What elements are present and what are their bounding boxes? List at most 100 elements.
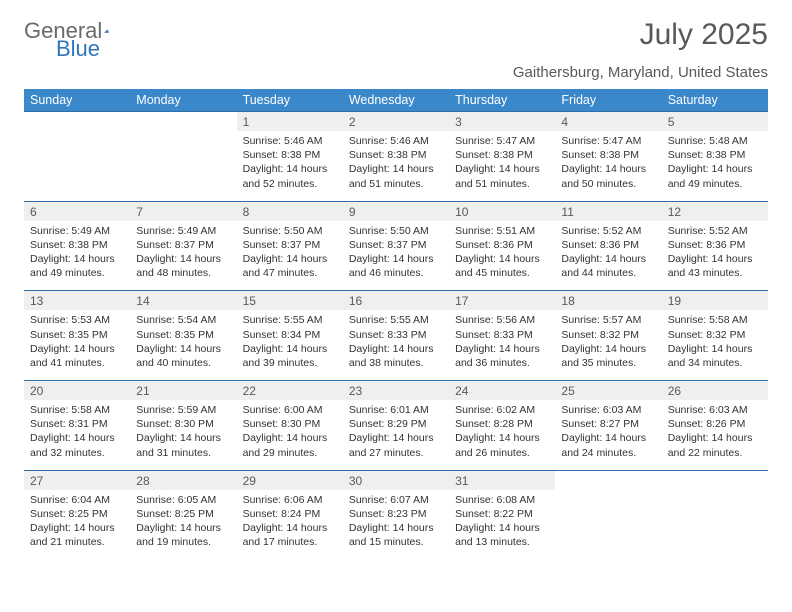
daylight-line: Daylight: 14 hours and 26 minutes. bbox=[455, 431, 549, 459]
sunrise-line: Sunrise: 6:08 AM bbox=[455, 493, 549, 507]
sunrise-line: Sunrise: 5:55 AM bbox=[243, 313, 337, 327]
day-content-cell: Sunrise: 5:53 AMSunset: 8:35 PMDaylight:… bbox=[24, 310, 130, 380]
day-number-cell: 27 bbox=[24, 470, 130, 490]
daylight-line: Daylight: 14 hours and 40 minutes. bbox=[136, 342, 230, 370]
day-number-cell: 9 bbox=[343, 201, 449, 221]
day-content-cell bbox=[555, 490, 661, 560]
daylight-line: Daylight: 14 hours and 31 minutes. bbox=[136, 431, 230, 459]
day-content-cell: Sunrise: 6:02 AMSunset: 8:28 PMDaylight:… bbox=[449, 400, 555, 470]
day-number-cell: 20 bbox=[24, 381, 130, 401]
day-content-row: Sunrise: 5:58 AMSunset: 8:31 PMDaylight:… bbox=[24, 400, 768, 470]
day-content-cell: Sunrise: 6:06 AMSunset: 8:24 PMDaylight:… bbox=[237, 490, 343, 560]
sunset-line: Sunset: 8:38 PM bbox=[455, 148, 549, 162]
sunset-line: Sunset: 8:33 PM bbox=[349, 328, 443, 342]
sunrise-line: Sunrise: 5:47 AM bbox=[455, 134, 549, 148]
day-number-cell: 26 bbox=[662, 381, 768, 401]
sunrise-line: Sunrise: 5:46 AM bbox=[349, 134, 443, 148]
sunrise-line: Sunrise: 6:07 AM bbox=[349, 493, 443, 507]
sunset-line: Sunset: 8:29 PM bbox=[349, 417, 443, 431]
sunset-line: Sunset: 8:36 PM bbox=[455, 238, 549, 252]
daylight-line: Daylight: 14 hours and 22 minutes. bbox=[668, 431, 762, 459]
sunset-line: Sunset: 8:38 PM bbox=[349, 148, 443, 162]
day-number-cell: 18 bbox=[555, 291, 661, 311]
day-header-cell: Thursday bbox=[449, 89, 555, 112]
day-content-cell: Sunrise: 5:51 AMSunset: 8:36 PMDaylight:… bbox=[449, 221, 555, 291]
day-content-cell bbox=[130, 131, 236, 201]
day-number-cell: 7 bbox=[130, 201, 236, 221]
daylight-line: Daylight: 14 hours and 45 minutes. bbox=[455, 252, 549, 280]
sunset-line: Sunset: 8:26 PM bbox=[668, 417, 762, 431]
day-number-cell: 17 bbox=[449, 291, 555, 311]
day-number-cell: 25 bbox=[555, 381, 661, 401]
sunset-line: Sunset: 8:30 PM bbox=[136, 417, 230, 431]
day-number-cell: 2 bbox=[343, 112, 449, 132]
sunset-line: Sunset: 8:33 PM bbox=[455, 328, 549, 342]
sunrise-line: Sunrise: 6:05 AM bbox=[136, 493, 230, 507]
day-content-cell: Sunrise: 5:48 AMSunset: 8:38 PMDaylight:… bbox=[662, 131, 768, 201]
daylight-line: Daylight: 14 hours and 15 minutes. bbox=[349, 521, 443, 549]
sunset-line: Sunset: 8:27 PM bbox=[561, 417, 655, 431]
daylight-line: Daylight: 14 hours and 51 minutes. bbox=[349, 162, 443, 190]
daylight-line: Daylight: 14 hours and 19 minutes. bbox=[136, 521, 230, 549]
sunset-line: Sunset: 8:38 PM bbox=[30, 238, 124, 252]
daylight-line: Daylight: 14 hours and 21 minutes. bbox=[30, 521, 124, 549]
sunrise-line: Sunrise: 5:49 AM bbox=[136, 224, 230, 238]
daylight-line: Daylight: 14 hours and 46 minutes. bbox=[349, 252, 443, 280]
sunrise-line: Sunrise: 5:55 AM bbox=[349, 313, 443, 327]
day-content-cell bbox=[24, 131, 130, 201]
day-content-cell: Sunrise: 5:46 AMSunset: 8:38 PMDaylight:… bbox=[343, 131, 449, 201]
sunrise-line: Sunrise: 6:06 AM bbox=[243, 493, 337, 507]
sunset-line: Sunset: 8:24 PM bbox=[243, 507, 337, 521]
sunset-line: Sunset: 8:35 PM bbox=[30, 328, 124, 342]
sunrise-line: Sunrise: 5:49 AM bbox=[30, 224, 124, 238]
day-number-row: 12345 bbox=[24, 112, 768, 132]
sunset-line: Sunset: 8:32 PM bbox=[561, 328, 655, 342]
day-number-cell: 13 bbox=[24, 291, 130, 311]
sunrise-line: Sunrise: 5:50 AM bbox=[349, 224, 443, 238]
daylight-line: Daylight: 14 hours and 29 minutes. bbox=[243, 431, 337, 459]
day-header-cell: Sunday bbox=[24, 89, 130, 112]
sunrise-line: Sunrise: 6:02 AM bbox=[455, 403, 549, 417]
sunrise-line: Sunrise: 5:52 AM bbox=[561, 224, 655, 238]
daylight-line: Daylight: 14 hours and 24 minutes. bbox=[561, 431, 655, 459]
daylight-line: Daylight: 14 hours and 52 minutes. bbox=[243, 162, 337, 190]
sunrise-line: Sunrise: 5:47 AM bbox=[561, 134, 655, 148]
sunset-line: Sunset: 8:32 PM bbox=[668, 328, 762, 342]
day-content-cell: Sunrise: 5:58 AMSunset: 8:31 PMDaylight:… bbox=[24, 400, 130, 470]
day-number-cell: 11 bbox=[555, 201, 661, 221]
day-number-cell: 15 bbox=[237, 291, 343, 311]
day-content-cell: Sunrise: 5:50 AMSunset: 8:37 PMDaylight:… bbox=[343, 221, 449, 291]
sunrise-line: Sunrise: 5:59 AM bbox=[136, 403, 230, 417]
day-header-cell: Saturday bbox=[662, 89, 768, 112]
day-content-cell: Sunrise: 5:55 AMSunset: 8:34 PMDaylight:… bbox=[237, 310, 343, 380]
sunset-line: Sunset: 8:35 PM bbox=[136, 328, 230, 342]
sunrise-line: Sunrise: 5:57 AM bbox=[561, 313, 655, 327]
sunrise-line: Sunrise: 5:46 AM bbox=[243, 134, 337, 148]
day-number-cell: 21 bbox=[130, 381, 236, 401]
sunset-line: Sunset: 8:37 PM bbox=[136, 238, 230, 252]
day-number-cell bbox=[555, 470, 661, 490]
day-number-row: 6789101112 bbox=[24, 201, 768, 221]
day-number-cell: 10 bbox=[449, 201, 555, 221]
day-content-cell: Sunrise: 6:08 AMSunset: 8:22 PMDaylight:… bbox=[449, 490, 555, 560]
day-number-cell: 31 bbox=[449, 470, 555, 490]
sunset-line: Sunset: 8:30 PM bbox=[243, 417, 337, 431]
day-number-cell: 22 bbox=[237, 381, 343, 401]
day-header-cell: Wednesday bbox=[343, 89, 449, 112]
daylight-line: Daylight: 14 hours and 51 minutes. bbox=[455, 162, 549, 190]
sunset-line: Sunset: 8:36 PM bbox=[668, 238, 762, 252]
day-content-row: Sunrise: 5:53 AMSunset: 8:35 PMDaylight:… bbox=[24, 310, 768, 380]
daylight-line: Daylight: 14 hours and 43 minutes. bbox=[668, 252, 762, 280]
day-number-cell: 19 bbox=[662, 291, 768, 311]
sunset-line: Sunset: 8:31 PM bbox=[30, 417, 124, 431]
daylight-line: Daylight: 14 hours and 44 minutes. bbox=[561, 252, 655, 280]
day-header-cell: Tuesday bbox=[237, 89, 343, 112]
day-content-cell: Sunrise: 5:59 AMSunset: 8:30 PMDaylight:… bbox=[130, 400, 236, 470]
day-content-cell: Sunrise: 6:04 AMSunset: 8:25 PMDaylight:… bbox=[24, 490, 130, 560]
day-header-row: SundayMondayTuesdayWednesdayThursdayFrid… bbox=[24, 89, 768, 112]
sunrise-line: Sunrise: 5:50 AM bbox=[243, 224, 337, 238]
daylight-line: Daylight: 14 hours and 48 minutes. bbox=[136, 252, 230, 280]
logo-text-blue: Blue bbox=[56, 36, 100, 62]
sunrise-line: Sunrise: 6:03 AM bbox=[668, 403, 762, 417]
daylight-line: Daylight: 14 hours and 34 minutes. bbox=[668, 342, 762, 370]
